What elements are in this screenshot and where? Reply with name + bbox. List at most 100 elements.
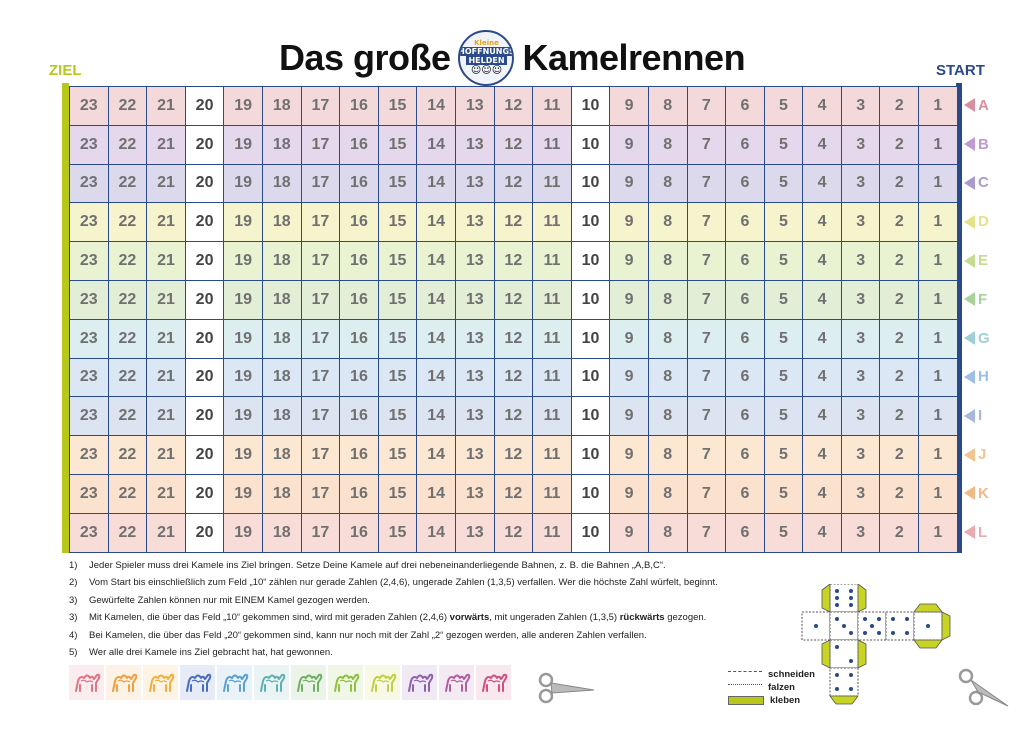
rule-text: Bei Kamelen, die über das Feld „20“ geko… [89,629,647,641]
lane-label: B [964,125,990,164]
camel-icon [296,673,322,692]
race-board: 23 22 21 20 19 18 17 16 15 14 13 12 11 10 9 8 7 6 5 4 3 2 1 23 2… [69,86,958,553]
camel-token-strip [68,664,512,701]
arrow-left-icon [964,486,975,501]
board-field: 14 [417,242,456,281]
board-field: 4 [803,319,842,359]
board-field: 12 [494,358,534,398]
camel-icon [222,673,248,692]
board-field: 16 [340,358,379,398]
board-field: 23 [70,358,109,398]
camel-token [290,664,327,701]
board-field: 7 [687,474,727,514]
board-field: 3 [841,125,881,165]
lane-letter: G [978,329,990,347]
board-field: 5 [764,358,804,398]
board-field: 21 [147,125,186,165]
board-field: 11 [533,280,572,320]
board-field: 6 [726,358,765,398]
board-field: 20 [185,397,225,437]
camel-token [438,664,475,701]
lane-letter: L [978,523,988,541]
board-field: 5 [764,513,804,553]
board-field: 23 [70,436,109,475]
lane-letter: J [978,446,987,464]
board-field: 1 [919,397,958,437]
board-field: 2 [880,242,920,281]
die-folding-net [801,584,951,705]
board-field: 3 [841,280,881,320]
board-field: 3 [841,319,881,359]
lane-label: G [964,319,990,358]
board-field: 16 [340,513,379,553]
camel-token [475,664,512,701]
board-field: 19 [224,436,263,475]
board-field: 3 [841,203,881,243]
board-field: 15 [378,474,418,514]
board-field: 5 [764,474,804,514]
lane-label: I [964,396,990,435]
board-field: 20 [185,87,225,126]
board-field: 15 [378,87,418,126]
board-field: 7 [687,164,727,204]
board-field: 17 [301,358,341,398]
board-field: 17 [301,513,341,553]
board-field: 14 [417,319,456,359]
finish-line [62,83,69,553]
board-field: 10 [571,242,611,281]
board-field: 8 [648,242,688,281]
board-field: 13 [455,319,495,359]
rule-item: 1) Jeder Spieler muss drei Kamele ins Zie… [69,557,829,574]
arrow-left-icon [964,408,975,423]
board-field: 2 [880,125,920,165]
board-field: 4 [803,513,842,553]
board-field: 4 [803,242,842,281]
board-field: 2 [880,280,920,320]
board-field: 5 [764,164,804,204]
board-field: 17 [301,280,341,320]
board-field: 20 [185,474,225,514]
board-field: 3 [841,358,881,398]
camel-token [401,664,438,701]
arrow-left-icon [964,175,975,190]
board-field: 14 [417,358,456,398]
rule-number: 1) [69,560,78,571]
board-field: 16 [340,87,379,126]
lane-label: H [964,358,990,397]
board-field: 2 [880,203,920,243]
lane-labels: A B C D E F G H I J K L [964,86,990,552]
board-field: 9 [610,397,649,437]
board-field: 13 [455,87,495,126]
board-field: 9 [610,474,649,514]
camel-token [216,664,253,701]
board-field: 13 [455,397,495,437]
board-field: 13 [455,358,495,398]
lane-letter: F [978,290,988,308]
board-field: 13 [455,164,495,204]
arrow-left-icon [964,447,975,462]
rule-emphasis: vorwärts [449,612,490,624]
board-field: 21 [147,513,186,553]
board-field: 15 [378,125,418,165]
legend-swatch [728,696,764,705]
board-field: 2 [880,164,920,204]
arrow-left-icon [964,253,975,268]
board-field: 15 [378,319,418,359]
board-field: 11 [533,513,572,553]
board-field: 21 [147,164,186,204]
camel-icon [444,673,470,692]
board-field: 16 [340,397,379,437]
board-field: 8 [648,87,688,126]
board-field: 4 [803,397,842,437]
board-field: 20 [185,513,225,553]
board-field: 19 [224,319,263,359]
board-field: 20 [185,242,225,281]
board-field: 3 [841,397,881,437]
board-field: 17 [301,397,341,437]
board-field: 6 [726,280,765,320]
legend-swatch [728,670,762,679]
rule-text-part: gezogen. [664,612,707,624]
board-field: 19 [224,125,263,165]
board-field: 13 [455,242,495,281]
rule-text-part: , mit ungeraden Zahlen (1,3,5) [489,612,620,624]
